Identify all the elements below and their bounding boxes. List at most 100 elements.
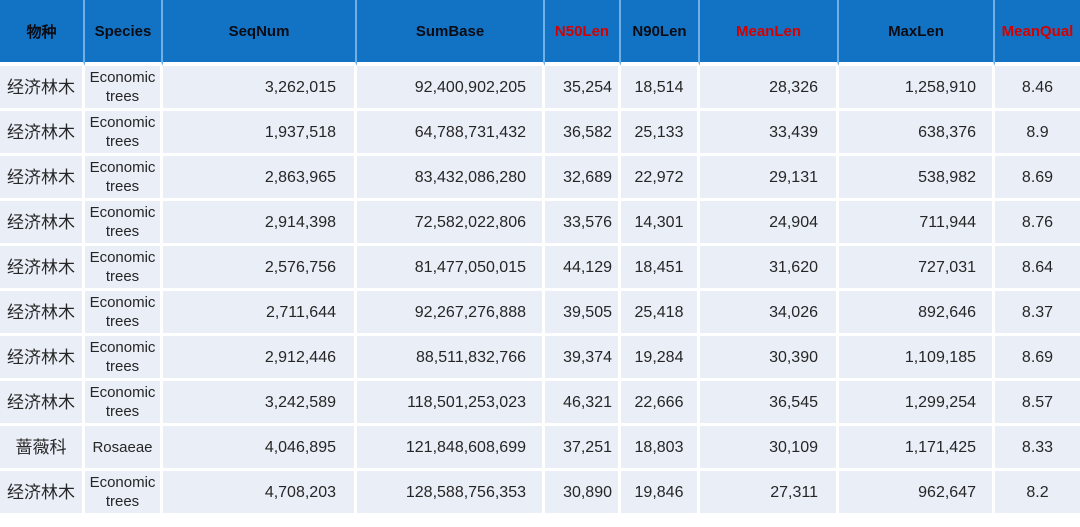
table-row: 经济林木 Economic trees 2,576,756 81,477,050,01… — [0, 246, 1080, 291]
table-row: 蔷薇科 Rosaeae 4,046,895 121,848,608,699 37,251… — [0, 426, 1080, 471]
cell-n50len: 33,576 — [545, 201, 621, 246]
table-row: 经济林木 Economic trees 4,708,203 128,588,756,3… — [0, 471, 1080, 516]
cell-species_en: Economic trees — [85, 156, 163, 201]
cell-n90len: 19,284 — [621, 336, 700, 381]
cell-species_en: Economic trees — [85, 291, 163, 336]
table-row: 经济林木 Economic trees 1,937,518 64,788,731,43… — [0, 111, 1080, 156]
cell-species_cn: 经济林木 — [0, 291, 85, 336]
cell-n50len: 37,251 — [545, 426, 621, 471]
cell-n90len: 18,514 — [621, 66, 700, 111]
cell-species_en: Economic trees — [85, 201, 163, 246]
header-cell-n90len: N90Len — [621, 0, 700, 66]
cell-seqnum: 3,242,589 — [163, 381, 357, 426]
table-row: 经济林木 Economic trees 2,711,644 92,267,276,88… — [0, 291, 1080, 336]
sequencing-stats-table: 物种 Species SeqNum SumBase N50Len N90Len MeanLe… — [0, 0, 1080, 516]
cell-species_cn: 经济林木 — [0, 336, 85, 381]
cell-species_cn: 经济林木 — [0, 66, 85, 111]
header-cell-sumbase: SumBase — [357, 0, 545, 66]
cell-maxlen: 711,944 — [839, 201, 995, 246]
table-row: 经济林木 Economic trees 2,912,446 88,511,832,76… — [0, 336, 1080, 381]
cell-n50len: 39,374 — [545, 336, 621, 381]
header-cell-seqnum: SeqNum — [163, 0, 357, 66]
cell-seqnum: 2,863,965 — [163, 156, 357, 201]
cell-seqnum: 2,912,446 — [163, 336, 357, 381]
cell-n50len: 46,321 — [545, 381, 621, 426]
cell-meanlen: 28,326 — [700, 66, 839, 111]
cell-maxlen: 892,646 — [839, 291, 995, 336]
cell-n50len: 30,890 — [545, 471, 621, 516]
cell-seqnum: 2,576,756 — [163, 246, 357, 291]
cell-species_cn: 经济林木 — [0, 201, 85, 246]
header-row: 物种 Species SeqNum SumBase N50Len N90Len MeanLe… — [0, 0, 1080, 66]
cell-meanqual: 8.64 — [995, 246, 1080, 291]
cell-maxlen: 962,647 — [839, 471, 995, 516]
cell-seqnum: 1,937,518 — [163, 111, 357, 156]
cell-n90len: 25,418 — [621, 291, 700, 336]
cell-species_en: Economic trees — [85, 66, 163, 111]
cell-species_cn: 经济林木 — [0, 246, 85, 291]
header-cell-species_cn: 物种 — [0, 0, 85, 66]
cell-species_en: Rosaeae — [85, 426, 163, 471]
header-cell-meanlen: MeanLen — [700, 0, 839, 66]
cell-seqnum: 4,708,203 — [163, 471, 357, 516]
cell-species_cn: 经济林木 — [0, 156, 85, 201]
cell-meanlen: 36,545 — [700, 381, 839, 426]
cell-sumbase: 83,432,086,280 — [357, 156, 545, 201]
cell-sumbase: 121,848,608,699 — [357, 426, 545, 471]
cell-meanlen: 30,109 — [700, 426, 839, 471]
cell-species_en: Economic trees — [85, 111, 163, 156]
cell-meanqual: 8.57 — [995, 381, 1080, 426]
cell-sumbase: 128,588,756,353 — [357, 471, 545, 516]
cell-maxlen: 638,376 — [839, 111, 995, 156]
header-cell-species_en: Species — [85, 0, 163, 66]
cell-n90len: 19,846 — [621, 471, 700, 516]
cell-n50len: 32,689 — [545, 156, 621, 201]
cell-species_cn: 经济林木 — [0, 381, 85, 426]
cell-meanqual: 8.9 — [995, 111, 1080, 156]
cell-maxlen: 727,031 — [839, 246, 995, 291]
cell-seqnum: 4,046,895 — [163, 426, 357, 471]
cell-meanlen: 24,904 — [700, 201, 839, 246]
cell-n50len: 36,582 — [545, 111, 621, 156]
table-row: 经济林木 Economic trees 3,242,589 118,501,253,0… — [0, 381, 1080, 426]
cell-species_cn: 经济林木 — [0, 471, 85, 516]
cell-maxlen: 1,258,910 — [839, 66, 995, 111]
cell-n90len: 18,803 — [621, 426, 700, 471]
cell-n90len: 18,451 — [621, 246, 700, 291]
cell-meanqual: 8.69 — [995, 156, 1080, 201]
cell-n90len: 14,301 — [621, 201, 700, 246]
cell-sumbase: 92,400,902,205 — [357, 66, 545, 111]
cell-maxlen: 538,982 — [839, 156, 995, 201]
cell-n90len: 22,972 — [621, 156, 700, 201]
cell-meanqual: 8.46 — [995, 66, 1080, 111]
cell-meanlen: 30,390 — [700, 336, 839, 381]
cell-sumbase: 81,477,050,015 — [357, 246, 545, 291]
cell-maxlen: 1,109,185 — [839, 336, 995, 381]
cell-n50len: 39,505 — [545, 291, 621, 336]
cell-meanqual: 8.76 — [995, 201, 1080, 246]
cell-sumbase: 72,582,022,806 — [357, 201, 545, 246]
cell-meanlen: 29,131 — [700, 156, 839, 201]
header-cell-n50len: N50Len — [545, 0, 621, 66]
cell-species_en: Economic trees — [85, 471, 163, 516]
cell-species_cn: 蔷薇科 — [0, 426, 85, 471]
cell-n90len: 25,133 — [621, 111, 700, 156]
cell-seqnum: 2,711,644 — [163, 291, 357, 336]
cell-maxlen: 1,171,425 — [839, 426, 995, 471]
cell-meanqual: 8.2 — [995, 471, 1080, 516]
cell-species_en: Economic trees — [85, 336, 163, 381]
cell-sumbase: 118,501,253,023 — [357, 381, 545, 426]
cell-meanlen: 33,439 — [700, 111, 839, 156]
header-cell-meanqual: MeanQual — [995, 0, 1080, 66]
cell-meanlen: 34,026 — [700, 291, 839, 336]
cell-sumbase: 64,788,731,432 — [357, 111, 545, 156]
cell-meanlen: 31,620 — [700, 246, 839, 291]
cell-seqnum: 2,914,398 — [163, 201, 357, 246]
table-row: 经济林木 Economic trees 3,262,015 92,400,902,20… — [0, 66, 1080, 111]
cell-species_en: Economic trees — [85, 381, 163, 426]
table-row: 经济林木 Economic trees 2,863,965 83,432,086,28… — [0, 156, 1080, 201]
table-body: 经济林木 Economic trees 3,262,015 92,400,902,20… — [0, 66, 1080, 516]
header-cell-maxlen: MaxLen — [839, 0, 995, 66]
cell-n90len: 22,666 — [621, 381, 700, 426]
